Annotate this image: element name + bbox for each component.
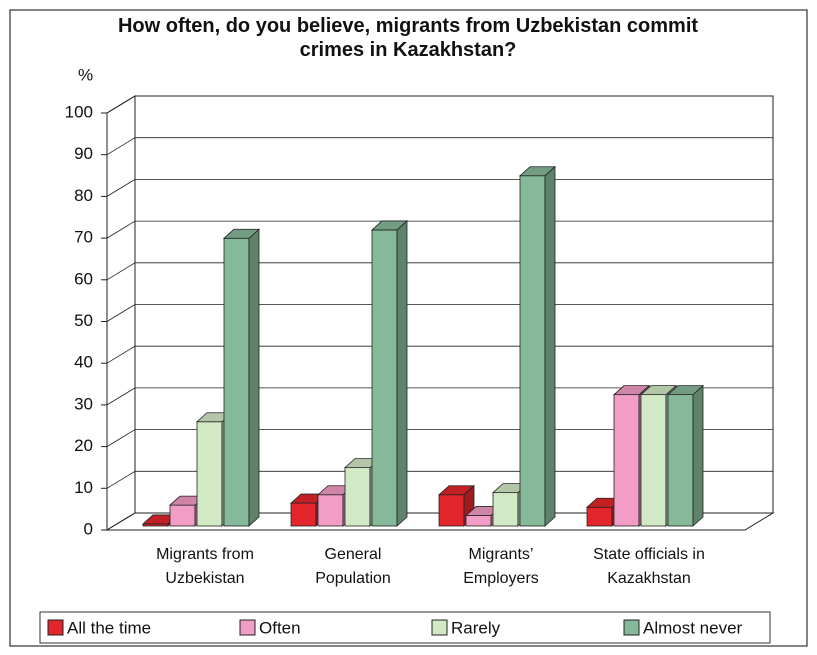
bar-top xyxy=(370,220,409,231)
y-axis-label: % xyxy=(78,65,93,84)
bar-side xyxy=(396,220,408,527)
x-tick-label: Migrants’ Employers xyxy=(463,546,539,587)
bar xyxy=(196,421,223,527)
grid-line xyxy=(106,345,773,364)
x-tick-label: General Population xyxy=(315,546,391,587)
grid-line xyxy=(106,262,773,281)
bar-side xyxy=(692,384,704,527)
bar-top xyxy=(518,166,557,177)
legend-swatch xyxy=(47,619,64,636)
frame xyxy=(9,9,808,647)
y-tick-label: 20 xyxy=(74,436,93,455)
grid-line xyxy=(106,137,773,156)
legend-label: All the time xyxy=(67,618,151,637)
chart-title: How often, do you believe, migrants from… xyxy=(117,15,699,61)
bar xyxy=(613,394,640,527)
bar xyxy=(371,229,398,527)
bar xyxy=(492,492,519,527)
legend-label: Often xyxy=(259,618,301,637)
y-tick-label: 90 xyxy=(74,144,93,163)
legend-swatch xyxy=(623,619,640,636)
grid-line xyxy=(106,304,773,322)
grid-line xyxy=(106,95,773,114)
legend-label: Almost never xyxy=(643,618,743,637)
y-tick-label: 40 xyxy=(74,353,93,372)
x-tick-label: State officials in Kazakhstan xyxy=(593,546,705,587)
bar xyxy=(290,502,317,527)
bar xyxy=(519,175,546,527)
legend-swatch xyxy=(431,619,448,636)
y-tick-label: 0 xyxy=(84,519,93,538)
bar-side xyxy=(544,165,556,527)
bar xyxy=(317,494,344,527)
legend-box xyxy=(39,611,771,644)
bar xyxy=(344,467,371,527)
bar xyxy=(438,494,465,527)
bar-top xyxy=(612,385,651,396)
bar-top xyxy=(222,228,261,239)
bar xyxy=(223,237,250,527)
grid-line xyxy=(106,178,773,197)
bar-side xyxy=(248,228,260,527)
bar xyxy=(640,394,667,527)
grid-line xyxy=(106,429,773,447)
x-tick-label: Migrants from Uzbekistan xyxy=(156,546,254,587)
bar-top xyxy=(666,385,705,396)
y-tick-label: 50 xyxy=(74,311,93,330)
y-tick-label: 10 xyxy=(74,478,93,497)
legend-swatch xyxy=(239,619,256,636)
grid-line xyxy=(106,220,773,239)
bar xyxy=(586,506,613,527)
y-tick-label: 30 xyxy=(74,394,93,413)
bar-top xyxy=(437,485,476,496)
legend-label: Rarely xyxy=(451,618,501,637)
bar xyxy=(169,504,196,527)
bar-top xyxy=(639,385,678,396)
y-tick-label: 80 xyxy=(74,186,93,205)
bar xyxy=(465,515,492,527)
grid-line xyxy=(106,387,773,406)
y-tick-label: 100 xyxy=(65,102,93,121)
y-tick-label: 60 xyxy=(74,269,93,288)
grid-line xyxy=(106,470,773,489)
y-tick-label: 70 xyxy=(74,228,93,247)
bar xyxy=(667,394,694,527)
